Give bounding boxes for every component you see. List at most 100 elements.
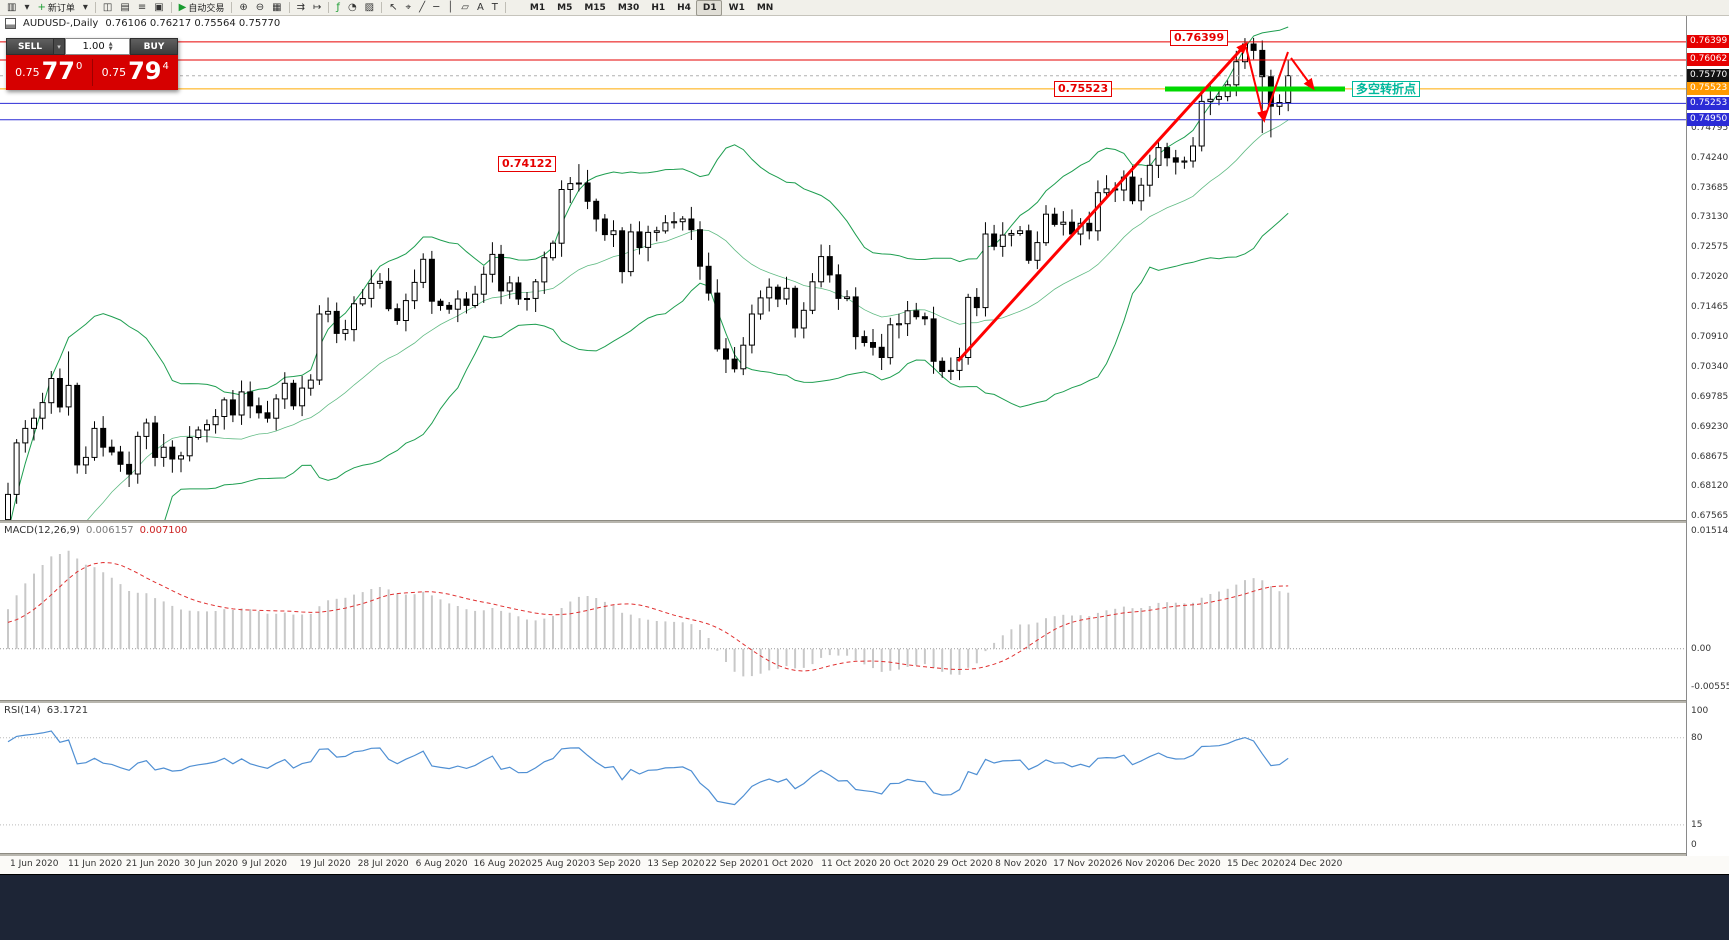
vertical-line-icon[interactable]: │ [443,0,457,16]
timeframe-m15-button[interactable]: M15 [577,0,610,16]
trade-panel-divider [91,59,93,86]
candle-body [870,342,876,348]
panel-splitter[interactable] [0,520,1729,523]
crosshair-icon[interactable]: ⌖ [402,0,416,16]
macd-canvas[interactable] [0,523,1686,700]
date-label: 20 Oct 2020 [879,859,935,869]
candle-body [506,282,513,292]
trend-arrow[interactable] [956,41,1249,363]
candle-body [359,298,366,305]
trendline-icon[interactable]: ╱ [415,0,429,16]
cursor-icon[interactable]: ↖ [385,0,401,16]
ohlc-text: 0.76106 0.76217 0.75564 0.75770 [105,18,281,29]
candle-body [316,313,323,381]
volume-stepper[interactable]: ▲ ▼ [108,40,113,52]
zoom-out-icon[interactable]: ⊖ [252,0,268,16]
terminal-icon[interactable]: ▣ [150,0,167,16]
new-order-button[interactable]: + 新订单 [33,0,78,16]
date-label: 1 Jun 2020 [10,859,59,869]
candle-body [1233,61,1240,86]
candle-body [714,292,721,350]
sell-button[interactable]: SELL [6,38,54,55]
timeframe-m5-button[interactable]: M5 [550,0,577,16]
support-zone-highlight[interactable] [1165,86,1345,92]
candle-body [991,233,998,247]
panel-splitter[interactable] [0,853,1729,856]
timeframe-h4-button[interactable]: H4 [670,0,696,16]
data-window-icon[interactable]: ▤ [116,0,133,16]
price-tick-label: 0.74795 [1691,123,1729,133]
annotation-swing-price-label[interactable]: 0.74122 [498,156,557,172]
candle-body [792,287,799,329]
new-order-caret[interactable]: ▾ [79,0,92,16]
date-label: 28 Jul 2020 [357,859,409,869]
date-label: 1 Oct 2020 [763,859,814,869]
timeframe-m30-button[interactable]: M30 [611,0,644,16]
sell-options-caret[interactable]: ▾ [54,38,65,55]
templates-icon[interactable]: ▨ [361,0,378,16]
rsi-axis-label: 100 [1691,706,1709,716]
candle-body [498,253,505,292]
arrow-tools-icon[interactable]: T [488,0,502,16]
chart-shift-icon[interactable]: ↦ [309,0,325,16]
candle-body [39,402,46,419]
tile-windows-icon[interactable]: ▦ [268,0,285,16]
candle-body [56,378,63,408]
candle-body [1129,176,1136,202]
horizontal-line-icon[interactable]: ─ [429,0,443,16]
market-watch-icon[interactable]: ◫ [99,0,116,16]
time-axis[interactable]: 1 Jun 2020 11 Jun 2020 21 Jun 2020 30 Jun 2… [0,856,1729,874]
candle-body [480,273,487,295]
rsi-canvas[interactable] [0,703,1686,853]
text-icon[interactable]: A [473,0,488,16]
trend-arrow[interactable] [1263,51,1289,121]
timeframe-w1-button[interactable]: W1 [722,0,750,16]
panel-splitter[interactable] [0,700,1729,703]
crosshair-icon-glyph: ⌖ [405,1,412,13]
candle-body [930,318,937,362]
buy-button[interactable]: BUY [130,38,178,55]
candle-body [844,296,851,299]
candle-body [636,231,643,248]
auto-scroll-icon[interactable]: ⇉ [293,0,309,16]
candle-body [126,463,133,475]
annotation-peak-price-label[interactable]: 0.76399 [1170,30,1229,46]
volume-input[interactable]: 1.00 ▲ ▼ [65,38,130,55]
candle-body [351,303,357,331]
navigator-icon[interactable]: ≡ [134,0,150,16]
sell-price-pips: 77 [41,56,76,85]
indicators-icon[interactable]: ƒ [332,0,344,16]
price-axis[interactable]: 0.74795 0.74240 0.73685 0.73130 0.72575 0.720… [1686,16,1729,856]
new-chart-caret[interactable]: ▾ [20,0,33,16]
timeframe-d1-button[interactable]: D1 [695,0,722,16]
price-tick-label: 0.73685 [1691,182,1729,193]
autotrading-button[interactable]: ▶ 自动交易 [175,0,229,16]
toolbar: ▥ ▾ + 新订单 ▾ ◫ ▤ ≡ ▣ ▶ 自动交易 ⊕ ⊖ ▦ ⇉ ↦ ƒ ◔ ▨ ↖ ⌖ ╱ ─ │ ▱ A T M1 M5 M15 M… [0,0,1729,16]
new-chart-button[interactable]: ▥ [3,0,20,16]
candle-body [593,200,600,220]
channel-icon[interactable]: ▱ [457,0,473,16]
zoom-in-icon[interactable]: ⊕ [235,0,251,16]
sell-price[interactable]: 0.75 77 0 [6,56,92,86]
rsi-axis-label: 80 [1691,732,1703,743]
volume-down-icon[interactable]: ▼ [108,45,113,52]
trend-arrow[interactable] [1245,46,1267,123]
candle-body [264,412,271,419]
buy-price[interactable]: 0.75 79 4 [93,59,179,86]
main-chart-canvas[interactable] [0,16,1686,729]
market-watch-icon-glyph: ◫ [102,1,113,13]
candle-body [204,424,210,431]
candle-body [1086,222,1093,232]
trend-arrow[interactable] [1290,57,1315,91]
timeframe-m1-button[interactable]: M1 [523,0,550,16]
candle-body [1051,213,1058,225]
periods-icon[interactable]: ◔ [344,0,361,16]
bollinger-middle-band [7,119,1289,604]
volume-up-icon[interactable]: ▲ [108,40,113,47]
candle-body [178,455,184,460]
timeframe-h1-button[interactable]: H1 [644,0,670,16]
date-label: 13 Sep 2020 [647,859,705,869]
annotation-level-price-label[interactable]: 0.75523 [1054,81,1113,97]
annotation-turning-point-label[interactable]: 多空转折点 [1352,81,1421,97]
timeframe-mn-button[interactable]: MN [750,0,779,16]
